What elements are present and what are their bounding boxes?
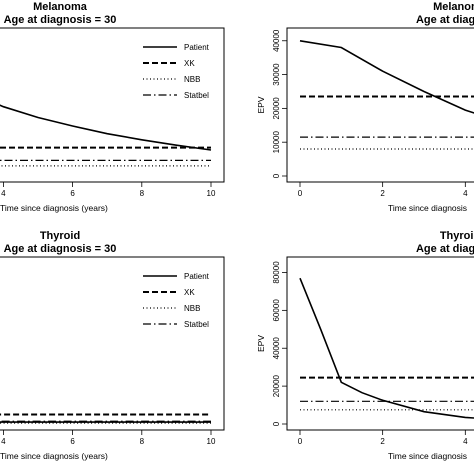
x-tick-label: 4 [463,437,468,446]
x-axis-label: Time since diagnosis [388,203,467,213]
y-tick-label: 40000 [272,337,281,360]
x-tick-label: 4 [463,189,468,198]
plot-frame [0,256,225,431]
series-line-patient [299,277,474,419]
plot-frame [286,256,474,431]
chart-title: Melanoma [433,1,474,13]
x-axis-label: Time since diagnosis (years) [0,203,108,213]
x-tick-label: 8 [140,437,145,446]
y-tick-label: 10000 [272,131,281,154]
y-tick-label: 0 [272,173,281,178]
y-tick-label: 30000 [272,63,281,86]
x-tick-label: 8 [140,189,145,198]
x-tick-label: 4 [1,437,6,446]
x-tick-label: 6 [70,437,75,446]
x-tick-label: 4 [1,189,6,198]
y-axis-label: EPV [256,335,266,352]
legend-label-patient: Patient [184,43,210,52]
y-tick-label: 20000 [272,97,281,120]
series-line-patient [299,40,474,114]
x-tick-label: 10 [207,437,216,446]
legend-label-patient: Patient [184,272,210,281]
chart-title: Thyroid [40,230,80,242]
series-line-patient [0,104,212,151]
chart-subtitle: Age at diagnosis [416,243,474,255]
legend-label-statbel: Statbel [184,320,209,329]
x-tick-label: 2 [380,189,385,198]
y-tick-label: 0 [272,421,281,426]
plot-frame [0,27,225,183]
legend-box [133,38,219,102]
y-tick-label: 80000 [272,261,281,284]
x-tick-label: 0 [298,437,303,446]
chart-subtitle: Age at diagnosis = 30 [4,243,117,255]
x-axis-label: Time since diagnosis (years) [0,451,108,461]
x-tick-label: 0 [298,189,303,198]
x-tick-label: 6 [70,189,75,198]
legend-label-xk: XK [184,59,195,68]
y-tick-label: 40000 [272,29,281,52]
legend-label-nbb: NBB [184,304,200,313]
y-tick-label: 60000 [272,299,281,322]
legend-label-xk: XK [184,288,195,297]
y-axis-label: EPV [256,96,266,113]
legend-label-nbb: NBB [184,75,200,84]
chart-title: Thyroid [440,230,474,242]
chart-subtitle: Age at diagnosis [416,14,474,26]
legend-box [133,267,219,331]
x-tick-label: 2 [380,437,385,446]
legend-label-statbel: Statbel [184,91,209,100]
y-tick-label: 20000 [272,374,281,397]
x-tick-label: 10 [207,189,216,198]
chart-subtitle: Age at diagnosis = 30 [4,14,117,26]
plot-frame [286,27,474,183]
x-axis-label: Time since diagnosis [388,451,467,461]
chart-title: Melanoma [33,1,88,13]
